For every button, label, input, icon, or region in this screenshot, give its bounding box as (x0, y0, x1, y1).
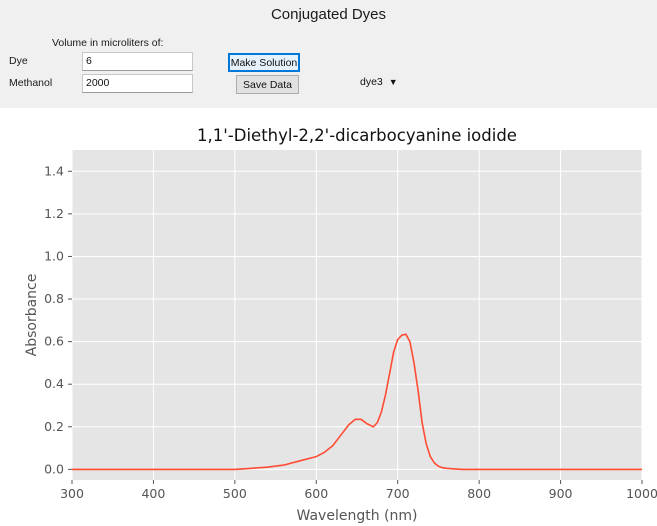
chevron-down-icon: ▼ (388, 77, 398, 87)
dye-volume-input[interactable]: 6 (82, 52, 193, 71)
volume-section-label: Volume in microliters of: (52, 37, 164, 49)
x-tick-label: 500 (223, 486, 247, 501)
y-tick-label: 0.0 (44, 461, 64, 476)
x-tick-label: 1000 (626, 486, 657, 501)
y-tick-label: 0.4 (44, 376, 64, 391)
save-data-button[interactable]: Save Data (236, 75, 299, 94)
x-tick-label: 800 (467, 486, 491, 501)
y-tick-label: 1.0 (44, 248, 64, 263)
y-tick-label: 0.8 (44, 291, 64, 306)
y-tick-label: 0.2 (44, 419, 64, 434)
plot-area: 300 400 500 600 700 800 900 1000 0.0 0.2 0.4 0.6 0.… (0, 108, 657, 526)
x-axis-label: Wavelength (nm) (297, 508, 418, 524)
plot-background (72, 150, 642, 480)
absorbance-series-line (72, 333, 642, 471)
y-tick-label: 1.4 (44, 163, 64, 178)
y-axis-label: Absorbance (24, 274, 40, 357)
x-tick-label: 700 (386, 486, 410, 501)
x-tick-label: 400 (141, 486, 165, 501)
methanol-volume-input[interactable]: 2000 (82, 74, 193, 93)
y-tick-label: 1.2 (44, 206, 64, 221)
methanol-label: Methanol (9, 77, 53, 89)
x-tick-label: 900 (549, 486, 573, 501)
make-solution-button[interactable]: Make Solution (228, 53, 300, 72)
y-tick-label: 0.6 (44, 334, 64, 349)
chart-title: 1,1'-Diethyl-2,2'-dicarbocyanine iodide (197, 126, 517, 145)
absorbance-chart: 300 400 500 600 700 800 900 1000 0.0 0.2 0.4 0.6 0.… (24, 126, 657, 524)
x-tick-label: 300 (60, 486, 84, 501)
dye-select-dropdown[interactable]: dye3 ▼ (360, 76, 398, 88)
dye-select-value: dye3 (360, 76, 383, 88)
app-title: Conjugated Dyes (270, 6, 387, 23)
dye-label: Dye (9, 55, 28, 67)
x-tick-label: 600 (304, 486, 328, 501)
